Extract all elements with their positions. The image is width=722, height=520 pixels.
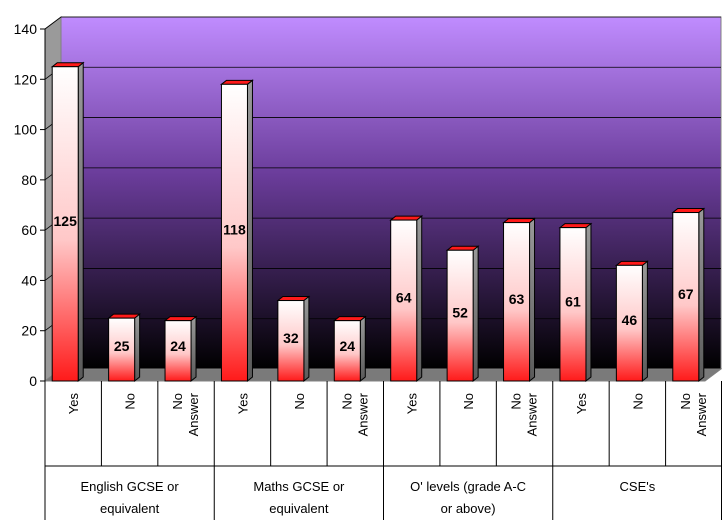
bar-side — [472, 245, 479, 383]
category-label: Yes — [405, 393, 420, 415]
bar — [446, 249, 474, 382]
category-label: Yes — [66, 393, 81, 415]
data-label: 125 — [54, 213, 78, 229]
bar-side — [190, 315, 197, 383]
bar-side — [698, 207, 705, 383]
bar-top — [671, 208, 706, 214]
bar-top — [163, 316, 198, 322]
group-label: O' levels (grade A-C or above) — [410, 479, 526, 516]
group-label: CSE's — [620, 479, 656, 494]
bar — [220, 83, 248, 382]
bar-side — [585, 222, 592, 383]
data-label: 118 — [223, 222, 246, 238]
y-tick-label: 100 — [14, 122, 38, 138]
data-label: 24 — [340, 338, 356, 354]
bar — [503, 222, 531, 382]
data-label: 25 — [114, 338, 130, 354]
data-label: 64 — [396, 290, 412, 306]
bar — [333, 320, 361, 382]
bar-side — [416, 215, 423, 383]
y-tick-label: 120 — [14, 71, 38, 87]
category-label: No — [630, 393, 645, 410]
bar-top — [389, 215, 424, 221]
y-tick-label: 20 — [21, 323, 37, 339]
bar-side — [641, 260, 648, 383]
data-label: 52 — [452, 305, 468, 321]
bar-top — [445, 245, 480, 251]
category-label: NoAnswer — [339, 392, 370, 436]
bar-side — [303, 295, 310, 383]
group-label: Maths GCSE or equivalent — [253, 479, 345, 516]
bar-top — [107, 313, 142, 319]
category-label: NoAnswer — [678, 392, 709, 436]
bar-side — [77, 61, 84, 383]
data-label: 67 — [678, 286, 694, 302]
bar-top — [614, 260, 649, 266]
bar-side — [246, 79, 253, 383]
category-label: NoAnswer — [170, 392, 201, 436]
bar-top — [50, 62, 85, 68]
data-label: 61 — [565, 293, 581, 309]
gridline — [44, 16, 721, 30]
data-label: 24 — [170, 338, 186, 354]
bar — [615, 264, 643, 382]
y-tick-label: 60 — [21, 222, 37, 238]
bar — [51, 66, 79, 382]
category-label: Yes — [574, 393, 589, 415]
bar-top — [220, 79, 254, 85]
bar — [672, 212, 700, 382]
data-label: 63 — [509, 291, 525, 307]
bar-side — [529, 217, 536, 383]
y-tick-label: 0 — [29, 373, 37, 389]
bar — [108, 317, 136, 382]
category-label: Yes — [235, 393, 250, 415]
bar-top — [332, 316, 367, 322]
bar-top — [558, 223, 593, 229]
category-label: No — [292, 393, 307, 410]
bar — [390, 219, 418, 382]
bar-side — [359, 315, 366, 383]
category-label: No — [123, 393, 138, 410]
bar-top — [276, 296, 311, 302]
data-label: 46 — [622, 312, 638, 328]
bar — [277, 300, 305, 382]
bar — [559, 227, 587, 382]
bar — [164, 320, 192, 382]
category-label: No — [461, 393, 476, 410]
data-label: 32 — [283, 330, 299, 346]
group-label: English GCSE or equivalent — [80, 479, 179, 516]
y-tick-label: 80 — [21, 172, 37, 188]
bar-top — [502, 218, 536, 224]
y-tick-label: 140 — [14, 21, 38, 37]
category-label: NoAnswer — [509, 392, 540, 436]
bar-side — [134, 313, 141, 383]
y-tick-label: 40 — [21, 272, 37, 288]
